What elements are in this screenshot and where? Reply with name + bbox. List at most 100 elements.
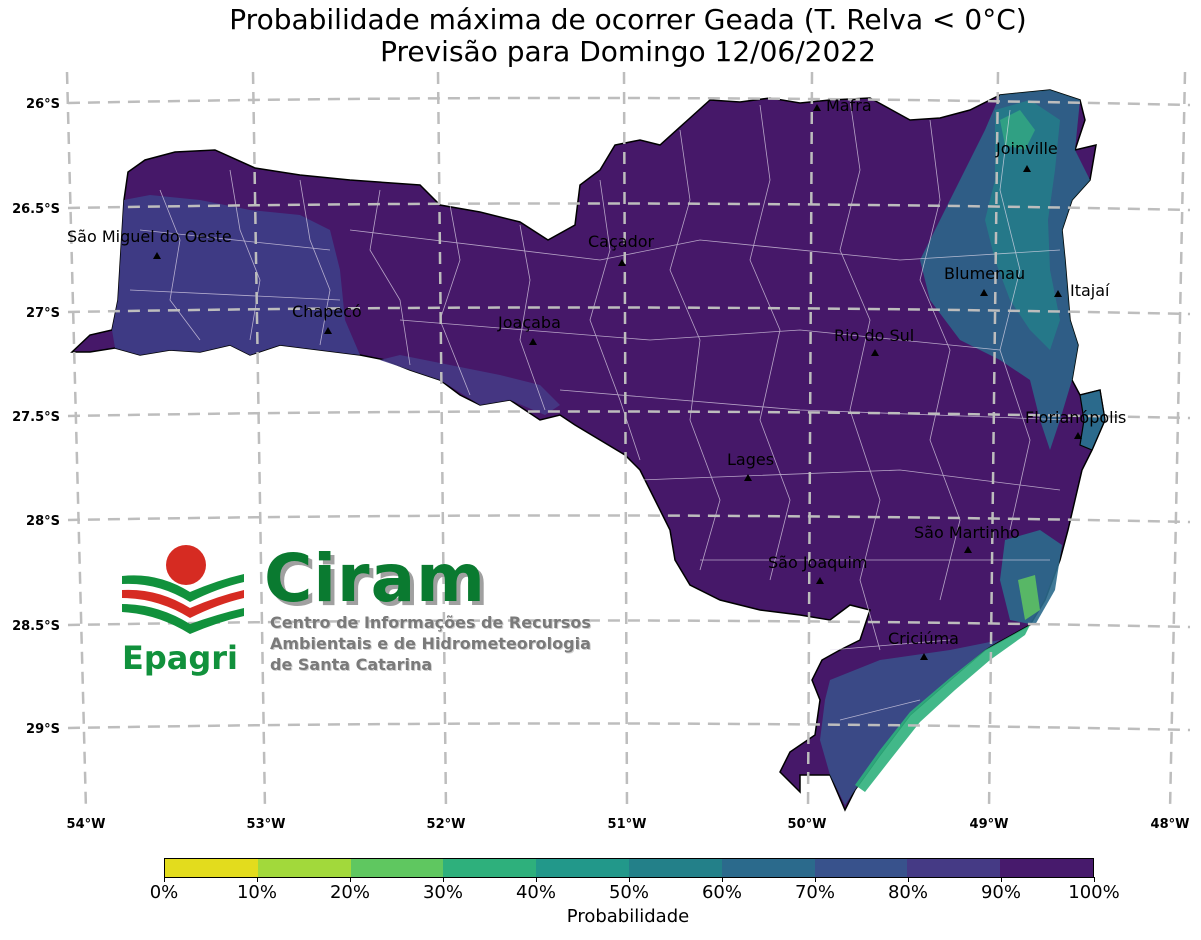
city-label-blumenau: Blumenau [944, 264, 1025, 283]
city-label-chapeco: Chapecó [292, 302, 362, 321]
city-label-rio-do-sul: Rio do Sul [834, 326, 914, 345]
colorbar-segment [1000, 859, 1093, 877]
city-label-mafra: Mafra [826, 96, 872, 115]
city-marker-sao-miguel [153, 252, 161, 259]
city-marker-florianopolis [1074, 432, 1082, 439]
lat-label: 26.5°S [12, 202, 60, 217]
longitude-labels: 54°W 53°W 52°W 51°W 50°W 49°W 48°W [67, 817, 1190, 832]
meridian-53w [251, 71, 267, 811]
parallel-27-5s [67, 410, 1191, 420]
lon-label: 53°W [247, 817, 286, 832]
lon-label: 49°W [970, 817, 1009, 832]
parallel-28s [67, 514, 1191, 524]
meridian-54w [65, 71, 88, 811]
state-landmass [70, 89, 1106, 812]
lon-label: 48°W [1151, 817, 1190, 832]
lon-label: 54°W [67, 817, 106, 832]
city-marker-chapeco [324, 327, 332, 334]
city-marker-joacaba [529, 338, 537, 345]
map-title: Probabilidade máxima de ocorrer Geada (T… [0, 4, 1201, 68]
colorbar-tick-label: 0% [149, 882, 179, 903]
lat-label: 29°S [26, 722, 60, 737]
colorbar-tick [907, 877, 909, 882]
city-label-joinville: Joinville [995, 139, 1058, 158]
city-label-joacaba: Joaçaba [497, 313, 561, 332]
lat-label: 26°S [26, 97, 60, 112]
florianopolis-island [1079, 389, 1106, 451]
colorbar-segment [536, 859, 629, 877]
ciram-logo-text: Ciram [264, 540, 486, 617]
colorbar-tick-label: 80% [887, 882, 928, 903]
colorbar-tick [814, 877, 816, 882]
colorbar-segment [721, 859, 815, 877]
parallel-27s [67, 306, 1191, 316]
colorbar-segment [257, 859, 351, 877]
south-tip-zone [820, 640, 1000, 805]
colorbar-segment [165, 859, 258, 877]
parallel-28-5s [67, 619, 1191, 629]
colorbar-tick-label: 10% [236, 882, 277, 903]
epagri-logo-text: Epagri [122, 639, 239, 677]
city-marker-itajai [1054, 290, 1062, 297]
latitude-labels: 26°S 26.5°S 27°S 27.5°S 28°S 28.5°S 29°S [12, 97, 60, 737]
meridian-51w [622, 71, 629, 811]
city-marker-rio-do-sul [871, 349, 879, 356]
colorbar-tick [535, 877, 537, 882]
lat-label: 28.5°S [12, 619, 60, 634]
city-marker-mafra [813, 104, 821, 111]
colorbar-tick [628, 877, 630, 882]
city-label-criciuma: Criciúma [888, 629, 959, 648]
parallel-26s [67, 96, 1191, 107]
epagri-stripe-icon [122, 589, 244, 618]
south-coast-strip [855, 625, 1030, 792]
colorbar-segment [907, 859, 1001, 877]
colorbar-tick-label: 50% [608, 882, 649, 903]
colorbar-tick [256, 877, 258, 882]
epagri-stripe-icon [122, 574, 244, 602]
probability-colorbar [164, 858, 1094, 878]
colorbar-tick [349, 877, 351, 882]
city-label-cacador: Caçador [588, 232, 655, 251]
west-border-strip [380, 355, 560, 415]
colorbar-title: Probabilidade [566, 906, 690, 927]
city-label-itajai: Itajaí [1070, 281, 1110, 300]
graticule [65, 71, 1191, 811]
colorbar-segment [350, 859, 444, 877]
epagri-stripe-icon [122, 604, 244, 634]
meridian-48w [1168, 71, 1187, 811]
lat-label: 28°S [26, 514, 60, 529]
colorbar-tick [1093, 877, 1095, 882]
city-marker-criciuma [920, 653, 928, 660]
colorbar-tick-label: 30% [422, 882, 463, 903]
colorbar-tick-label: 70% [794, 882, 835, 903]
title-line-2: Previsão para Domingo 12/06/2022 [380, 35, 876, 68]
meridian-52w [436, 71, 448, 811]
colorbar-segment [628, 859, 722, 877]
colorbar-tick-label: 60% [701, 882, 742, 903]
parallel-29s [67, 722, 1191, 732]
city-marker-lages [744, 474, 752, 481]
city-marker-cacador [618, 259, 626, 266]
city-label-sao-joaquim: São Joaquim [768, 553, 867, 572]
city-marker-joinville [1023, 165, 1031, 172]
lat-label: 27.5°S [12, 410, 60, 425]
epagri-sun-icon [166, 545, 206, 585]
parallel-26-5s [67, 202, 1191, 212]
colorbar-tick-label: 20% [329, 882, 370, 903]
lat-label: 27°S [26, 306, 60, 321]
meridian-50w [806, 71, 814, 811]
ciram-subtitle-line: Centro de Informações de Recursos [270, 613, 591, 632]
city-label-sao-martinho: São Martinho [914, 523, 1020, 542]
state-outline [70, 89, 1106, 812]
colorbar-tick [1000, 877, 1002, 882]
city-marker-blumenau [980, 289, 988, 296]
city-marker-sao-joaquim [816, 577, 824, 584]
ciram-subtitle-line: de Santa Catarina [270, 655, 433, 674]
colorbar-tick [442, 877, 444, 882]
lon-label: 51°W [608, 817, 647, 832]
colorbar-tick [163, 877, 165, 882]
colorbar-segment [443, 859, 537, 877]
city-label-florianopolis: Florianópolis [1025, 408, 1126, 427]
colorbar-tick [721, 877, 723, 882]
city-label-sao-miguel: São Miguel do Oeste [67, 227, 232, 246]
